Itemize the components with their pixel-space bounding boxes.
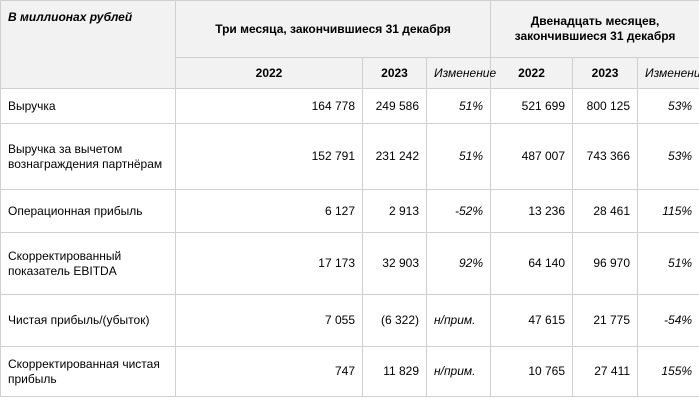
- table-row: Выручка за вычетом вознаграждения партнё…: [0, 123, 699, 190]
- quarter-2022-value: 164 778: [175, 88, 363, 124]
- table-row: Операционная прибыль 6 127 2 913 -52% 13…: [0, 189, 699, 233]
- year-2023-value: 21 775: [572, 294, 639, 347]
- row-label: Выручка за вычетом вознаграждения партнё…: [0, 123, 176, 190]
- quarter-2022-value: 747: [175, 346, 363, 397]
- quarter-year-2023: 2023: [362, 57, 427, 89]
- year-2022-value: 47 615: [490, 294, 574, 347]
- year-2023-value: 96 970: [572, 232, 639, 295]
- year-2022-value: 521 699: [490, 88, 574, 124]
- quarter-change-value: 51%: [425, 123, 492, 190]
- quarter-change-value: 92%: [425, 232, 492, 295]
- quarter-2023-value: 2 913: [362, 189, 427, 233]
- quarter-change-value: 51%: [425, 88, 492, 124]
- year-change-value: 53%: [637, 88, 699, 124]
- quarter-2022-value: 6 127: [175, 189, 363, 233]
- quarter-change-value: н/прим.: [425, 346, 492, 397]
- year-year-2023: 2023: [572, 57, 639, 89]
- row-label: Скорректированный показатель EBITDA: [0, 232, 176, 295]
- quarter-change-value: н/прим.: [425, 294, 492, 347]
- row-label: Чистая прибыль/(убыток): [0, 294, 176, 347]
- quarter-2023-value: 11 829: [362, 346, 427, 397]
- year-2022-value: 64 140: [490, 232, 574, 295]
- quarter-2023-value: 249 586: [362, 88, 427, 124]
- row-label: Операционная прибыль: [0, 189, 176, 233]
- table-row: Скорректированная чистая прибыль 747 11 …: [0, 346, 699, 397]
- quarter-2023-value: 32 903: [362, 232, 427, 295]
- quarter-year-2022: 2022: [175, 57, 363, 89]
- year-2023-value: 800 125: [572, 88, 639, 124]
- table-row: Скорректированный показатель EBITDA 17 1…: [0, 232, 699, 295]
- year-2022-value: 10 765: [490, 346, 574, 397]
- table-row: Выручка 164 778 249 586 51% 521 699 800 …: [0, 88, 699, 124]
- year-group-header: Двенадцать месяцев, закончившиеся 31 дек…: [490, 0, 699, 58]
- year-change-value: 115%: [637, 189, 699, 233]
- quarter-2023-value: (6 322): [362, 294, 427, 347]
- quarter-2023-value: 231 242: [362, 123, 427, 190]
- quarter-group-header: Три месяца, закончившиеся 31 декабря: [174, 0, 492, 58]
- quarter-change-value: -52%: [425, 189, 492, 233]
- year-change-value: -54%: [637, 294, 699, 347]
- quarter-2022-value: 152 791: [175, 123, 363, 190]
- year-change-value: 51%: [637, 232, 699, 295]
- year-2023-value: 27 411: [572, 346, 639, 397]
- table-row: Чистая прибыль/(убыток) 7 055 (6 322) н/…: [0, 294, 699, 347]
- year-year-2022: 2022: [490, 57, 574, 89]
- quarter-2022-value: 17 173: [175, 232, 363, 295]
- year-change-value: 155%: [637, 346, 699, 397]
- quarter-change-header: Изменение: [425, 57, 496, 89]
- row-label: Выручка: [0, 88, 176, 124]
- quarter-2022-value: 7 055: [175, 294, 363, 347]
- row-label: Скорректированная чистая прибыль: [0, 346, 176, 397]
- year-change-header: Изменение: [637, 57, 699, 89]
- unit-label: В миллионах рублей: [0, 0, 176, 89]
- year-2022-value: 13 236: [490, 189, 574, 233]
- year-2023-value: 28 461: [572, 189, 639, 233]
- year-change-value: 53%: [637, 123, 699, 190]
- year-2023-value: 743 366: [572, 123, 639, 190]
- year-2022-value: 487 007: [490, 123, 574, 190]
